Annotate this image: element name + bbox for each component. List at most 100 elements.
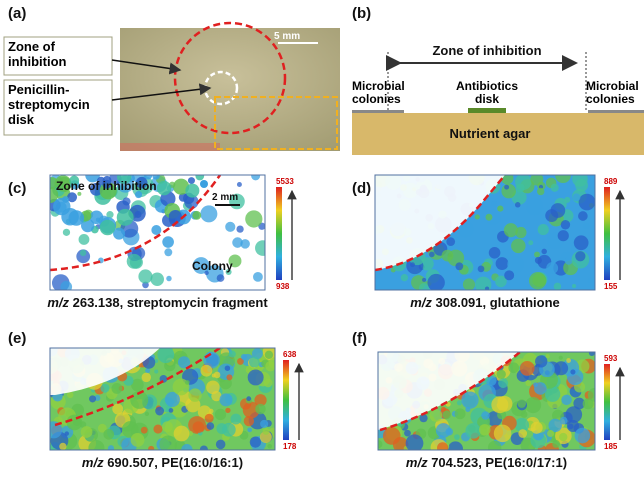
pixel-blob — [422, 278, 426, 282]
pixel-blob — [138, 269, 152, 283]
pixel-blob — [59, 443, 66, 450]
pixel-blob — [501, 172, 514, 185]
zone-text: Zone of inhibition — [8, 39, 108, 69]
pixel-blob — [200, 445, 208, 453]
pixel-blob — [515, 202, 521, 208]
pixel-blob — [478, 266, 485, 273]
pixel-blob — [579, 194, 596, 211]
pixel-blob — [192, 211, 201, 220]
pixel-blob — [207, 422, 215, 430]
pixel-blob — [463, 278, 475, 290]
pixel-blob — [547, 430, 554, 437]
pixel-blob — [429, 409, 442, 422]
pixel-blob — [60, 281, 72, 293]
caption-text: 690.507, PE(16:0/16:1) — [107, 455, 243, 470]
pixel-blob — [148, 446, 154, 452]
pixel-blob — [53, 198, 70, 215]
colorbar-min: 178 — [283, 442, 297, 451]
pixel-blob — [575, 428, 591, 444]
pixel-blob — [162, 421, 173, 432]
pixel-blob — [516, 183, 525, 192]
pixel-blob — [575, 251, 585, 261]
pixel-blob — [465, 423, 480, 438]
pixel-blob — [561, 220, 570, 229]
pixel-blob — [142, 373, 151, 382]
pixel-blob — [164, 248, 172, 256]
panel-label: (d) — [352, 180, 371, 197]
ms-image — [369, 167, 595, 293]
pixel-blob — [558, 230, 569, 241]
pixel-blob — [461, 391, 478, 408]
pixel-blob — [219, 393, 232, 406]
pixel-blob — [200, 205, 217, 222]
pixel-blob — [546, 262, 558, 274]
pixel-blob — [410, 262, 415, 267]
pixel-blob — [589, 350, 595, 356]
panel-label: (b) — [352, 5, 371, 22]
pixel-blob — [88, 440, 104, 456]
agar-text: Nutrient agar — [450, 126, 531, 141]
pixel-blob — [511, 239, 525, 253]
pixel-blob — [565, 257, 573, 265]
pixel-blob — [583, 223, 589, 229]
colony-bar — [588, 110, 644, 113]
pixel-blob — [231, 414, 242, 425]
colorbar-max: 5533 — [276, 177, 294, 186]
pixel-blob — [193, 421, 205, 433]
pixel-blob — [214, 372, 221, 379]
caption: m/z 690.507, PE(16:0/16:1) — [82, 455, 243, 470]
pixel-blob — [245, 210, 262, 227]
pixel-blob — [489, 247, 501, 259]
pixel-blob — [497, 205, 503, 211]
pixel-blob — [551, 184, 559, 192]
pixel-blob — [250, 436, 261, 447]
pixel-blob — [570, 369, 575, 374]
pixel-blob — [185, 184, 199, 198]
pixel-blob — [574, 235, 589, 250]
pixel-blob — [236, 225, 243, 232]
pixel-blob — [174, 426, 190, 442]
pixel-blob — [241, 354, 247, 360]
pixel-blob — [534, 382, 547, 395]
pixel-blob — [265, 361, 275, 371]
pixel-blob — [169, 408, 174, 413]
pixel-blob — [81, 426, 93, 438]
scale-label: 5 mm — [274, 31, 300, 42]
pixel-blob — [249, 357, 260, 368]
label-box: Microbial colonies — [586, 80, 644, 110]
pixel-blob — [525, 397, 541, 413]
figure: (a) 5 mm Zone of inhibition Penicillin-s… — [0, 0, 644, 477]
ms-image — [374, 347, 602, 457]
left-text: Microbial colonies — [352, 80, 422, 106]
pixel-blob — [209, 409, 214, 414]
pixel-blob — [205, 414, 214, 423]
colony-bar — [352, 110, 404, 113]
colorbar-max: 593 — [604, 354, 618, 363]
pixel-blob — [255, 240, 271, 256]
pixel-blob — [100, 220, 116, 236]
caption: m/z 308.091, glutathione — [410, 295, 560, 310]
pixel-blob — [251, 171, 260, 180]
panel-label: (e) — [8, 330, 26, 347]
pixel-blob — [535, 355, 547, 367]
panel-label: (a) — [8, 5, 26, 22]
pixel-blob — [427, 274, 444, 291]
pixel-blob — [496, 370, 505, 379]
pixel-blob — [166, 276, 171, 281]
pixel-blob — [240, 239, 250, 249]
pixel-blob — [145, 368, 150, 373]
pixel-blob — [229, 351, 236, 358]
pixel-blob — [488, 441, 501, 454]
pixel-blob — [521, 411, 528, 418]
pixel-blob — [479, 424, 490, 435]
pixel-blob — [537, 188, 544, 195]
panel-label: (f) — [352, 330, 367, 347]
pixel-blob — [575, 179, 588, 192]
pixel-blob — [541, 249, 547, 255]
pixel-blob — [401, 274, 408, 281]
pixel-blob — [437, 442, 448, 453]
pixel-blob — [573, 193, 581, 201]
pixel-blob — [200, 365, 212, 377]
pixel-blob — [525, 380, 531, 386]
pixel-blob — [80, 250, 86, 256]
